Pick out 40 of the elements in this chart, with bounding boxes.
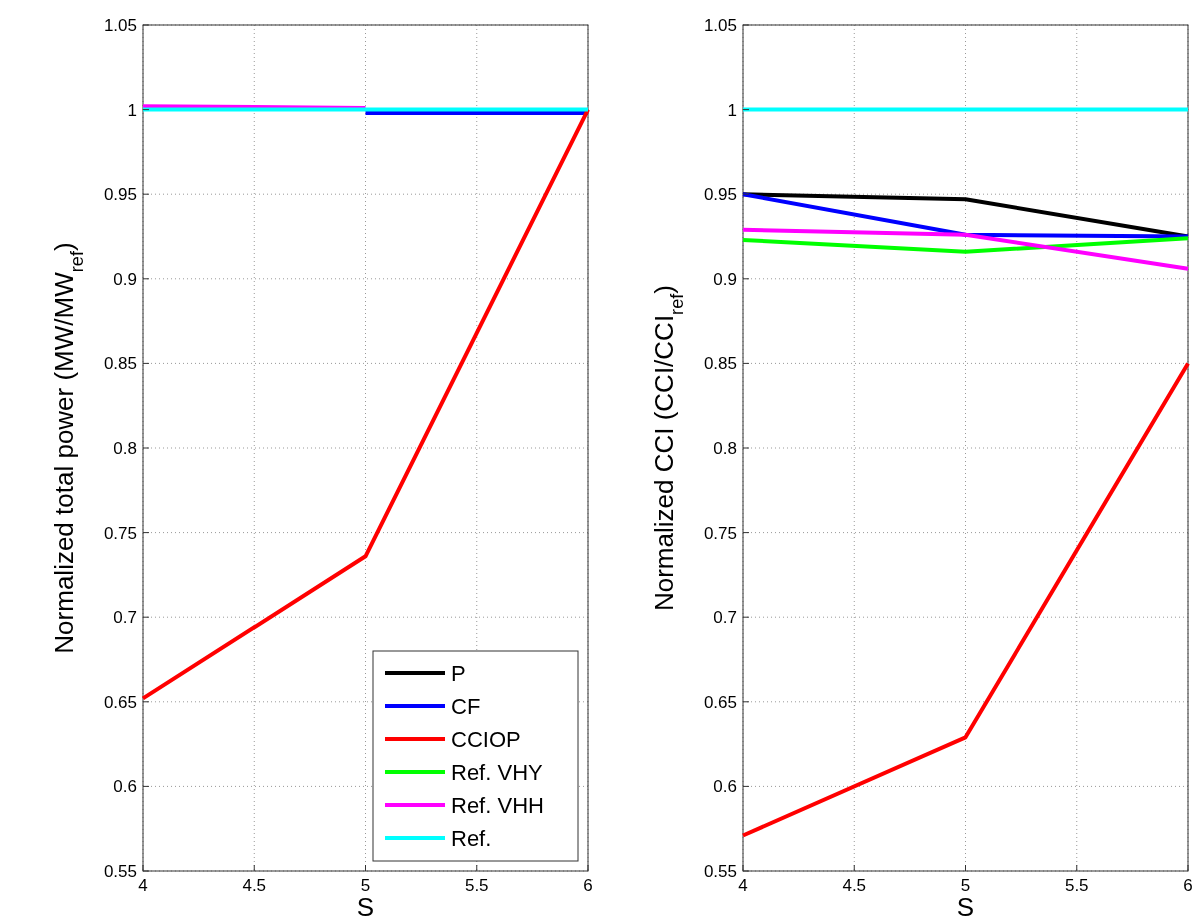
- legend-label: Ref.: [451, 826, 492, 851]
- y-tick-label: 0.6: [713, 777, 737, 797]
- y-tick-label: 0.8: [113, 439, 137, 458]
- y-tick-label: 0.75: [703, 523, 737, 543]
- x-tick-label: 5.5: [1064, 876, 1089, 895]
- legend-label: Ref. VHH: [451, 793, 544, 818]
- x-tick-label: 5: [960, 876, 971, 895]
- x-tick-label: 5.5: [464, 876, 489, 895]
- y-tick-label: 0.65: [703, 692, 737, 712]
- y-tick-label: 1.05: [703, 16, 737, 35]
- y-tick-label: 0.85: [103, 354, 137, 374]
- x-tick-label: 4: [138, 876, 148, 895]
- y-tick-label: 0.95: [703, 185, 737, 205]
- x-axis-title: S: [956, 892, 975, 922]
- x-axis-title: S: [356, 892, 375, 922]
- y-tick-label: 0.55: [703, 862, 737, 881]
- legend-label: P: [451, 661, 466, 686]
- y-tick-label: 0.55: [103, 862, 137, 881]
- y-tick-label: 0.75: [103, 523, 137, 543]
- y-tick-label: 0.6: [113, 777, 137, 797]
- y-tick-label: 1.05: [103, 16, 137, 35]
- y-tick-label: 0.7: [113, 608, 137, 628]
- legend-label: CF: [451, 694, 481, 719]
- y-tick-label: 0.7: [713, 608, 737, 628]
- y-tick-label: 0.95: [103, 185, 137, 205]
- x-tick-label: 6: [583, 876, 593, 895]
- y-tick-label: 1: [727, 100, 737, 120]
- x-tick-label: 4.5: [242, 876, 267, 895]
- y-tick-label: 0.85: [703, 354, 737, 374]
- x-tick-label: 4: [738, 876, 748, 895]
- y-tick-label: 0.9: [713, 269, 737, 289]
- y-tick-label: 0.65: [103, 692, 137, 712]
- y-tick-label: 0.8: [713, 439, 737, 458]
- x-tick-label: 5: [360, 876, 371, 895]
- y-tick-label: 1: [127, 100, 137, 120]
- x-tick-label: 6: [1183, 876, 1193, 895]
- y-tick-label: 0.9: [113, 269, 137, 289]
- x-tick-label: 4.5: [842, 876, 867, 895]
- legend-label: CCIOP: [451, 727, 521, 752]
- legend-label: Ref. VHY: [451, 760, 544, 785]
